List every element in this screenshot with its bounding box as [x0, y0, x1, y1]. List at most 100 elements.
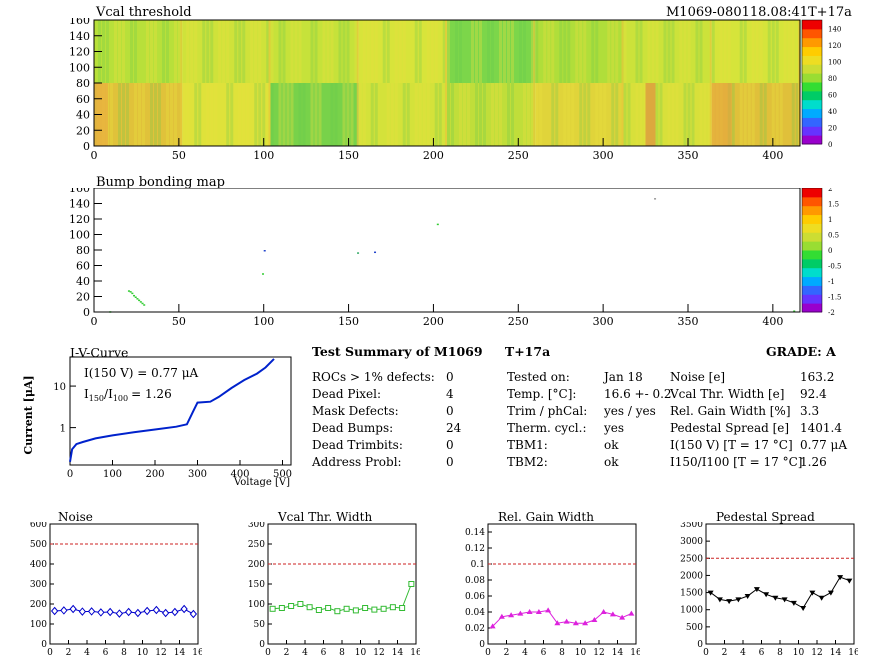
- iv-y-tick: 10: [53, 382, 66, 393]
- vcal-y-tick: 20: [76, 124, 90, 137]
- x-tick-label: 14: [830, 648, 842, 658]
- x-tick-label: 16: [410, 648, 420, 658]
- bump-z-tick: 0: [828, 247, 832, 255]
- summary-param-value: 92.4: [800, 387, 827, 401]
- bump-y-tick: 60: [76, 260, 90, 273]
- bump-defect: [136, 298, 139, 300]
- x-tick-label: 12: [373, 648, 384, 658]
- bump-defect: [133, 294, 136, 297]
- vcal-z-tick: 0: [828, 141, 832, 149]
- y-tick-label: 500: [686, 623, 703, 633]
- data-point: [134, 608, 142, 618]
- y-tick-label: 0.1: [471, 560, 485, 570]
- summary-test-label: Tested on:: [507, 370, 570, 384]
- summary-param-label: Noise [e]: [670, 370, 726, 384]
- x-tick-label: 10: [793, 648, 805, 658]
- bump-x-tick: 300: [593, 315, 614, 328]
- x-tick-label: 8: [777, 648, 783, 658]
- y-tick-label: 200: [248, 560, 265, 570]
- summary-test-label: Trim / phCal:: [507, 404, 588, 418]
- data-point: [508, 612, 515, 618]
- data-point: [707, 590, 714, 596]
- bump-defect: [357, 252, 360, 254]
- series-line: [492, 609, 632, 627]
- bump-defect: [138, 299, 141, 302]
- summary-param-label: I150/I100 [T = 17 °C]: [670, 455, 803, 469]
- series-line: [272, 583, 412, 612]
- small-chart-2: 0 50 100 150 200 250 300 0 2 4 6 8 10 12 14 16: [248, 522, 420, 658]
- data-point: [781, 597, 788, 603]
- vcal-x-tick: 350: [677, 149, 698, 162]
- data-point: [744, 594, 751, 599]
- y-tick-label: 0.02: [465, 624, 485, 634]
- vcal-x-tick: 250: [508, 149, 529, 162]
- x-tick-label: 2: [722, 648, 728, 658]
- data-point: [115, 609, 124, 618]
- x-tick-label: 16: [848, 648, 858, 658]
- summary-param-value: 1.26: [800, 455, 827, 469]
- vcal-y-tick: 40: [76, 109, 90, 122]
- data-point: [809, 590, 816, 596]
- vcal-x-tick: 100: [253, 149, 274, 162]
- data-point: [800, 606, 807, 611]
- data-point: [837, 575, 844, 581]
- summary-test-label: Therm. cycl.:: [507, 421, 587, 435]
- chart-frame: [705, 523, 855, 645]
- data-point: [735, 597, 742, 603]
- x-tick-label: 0: [703, 648, 709, 658]
- vcal-x-tick: 0: [91, 149, 98, 162]
- data-point: [582, 620, 589, 626]
- data-point: [171, 607, 179, 617]
- vcal-y-tick: 140: [69, 30, 90, 43]
- summary-param-value: 163.2: [800, 370, 835, 384]
- x-tick-label: 14: [174, 648, 186, 658]
- x-tick-label: 6: [103, 648, 109, 658]
- y-tick-label: 1000: [680, 606, 703, 616]
- iv-xlabel: Voltage [V]: [233, 477, 290, 488]
- data-point: [325, 605, 332, 611]
- summary-param-value: 1401.4: [800, 421, 842, 435]
- y-tick-label: 2000: [680, 571, 703, 581]
- summary-defect-value: 0: [446, 370, 454, 384]
- data-point: [408, 581, 415, 587]
- data-point: [790, 600, 797, 606]
- y-tick-label: 150: [248, 580, 265, 590]
- vcal-x-tick: 150: [338, 149, 359, 162]
- bump-x-tick: 400: [762, 315, 783, 328]
- x-tick-label: 4: [302, 648, 308, 658]
- iv-curve-line: [69, 358, 275, 462]
- data-point: [362, 605, 369, 611]
- iv-x-tick: 200: [145, 469, 164, 480]
- x-tick-label: 0: [485, 648, 491, 658]
- x-tick-label: 10: [137, 648, 149, 658]
- data-point: [772, 595, 779, 601]
- bump-y-tick: 160: [69, 188, 90, 195]
- iv-x-tick: 0: [67, 469, 73, 480]
- bump-defect: [141, 302, 144, 305]
- x-tick-label: 10: [355, 648, 367, 658]
- vcal-z-tick: 60: [828, 91, 837, 99]
- x-tick-label: 12: [593, 648, 604, 658]
- iv-ylabel: Current [μA]: [22, 375, 35, 454]
- data-point: [60, 606, 68, 615]
- bump-map-title: Bump bonding map: [96, 175, 225, 190]
- data-point: [315, 607, 322, 613]
- grade-label: GRADE: A: [766, 344, 836, 359]
- summary-param-label: Vcal Thr. Width [e]: [670, 387, 785, 401]
- data-point: [554, 620, 561, 626]
- iv-x-tick: 300: [188, 469, 207, 480]
- vcal-z-tick: 40: [828, 108, 837, 116]
- data-point: [563, 618, 570, 624]
- vcal-z-tick: 120: [828, 42, 841, 50]
- data-point: [535, 609, 542, 614]
- summary-param-label: Rel. Gain Width [%]: [670, 404, 791, 418]
- chart-frame: [487, 523, 637, 645]
- data-point: [498, 613, 505, 619]
- x-tick-label: 10: [575, 648, 587, 658]
- vcal-y-tick: 100: [69, 61, 90, 74]
- x-tick-label: 12: [155, 648, 166, 658]
- small-chart-title: Vcal Thr. Width: [278, 510, 373, 524]
- bump-defect: [143, 304, 146, 306]
